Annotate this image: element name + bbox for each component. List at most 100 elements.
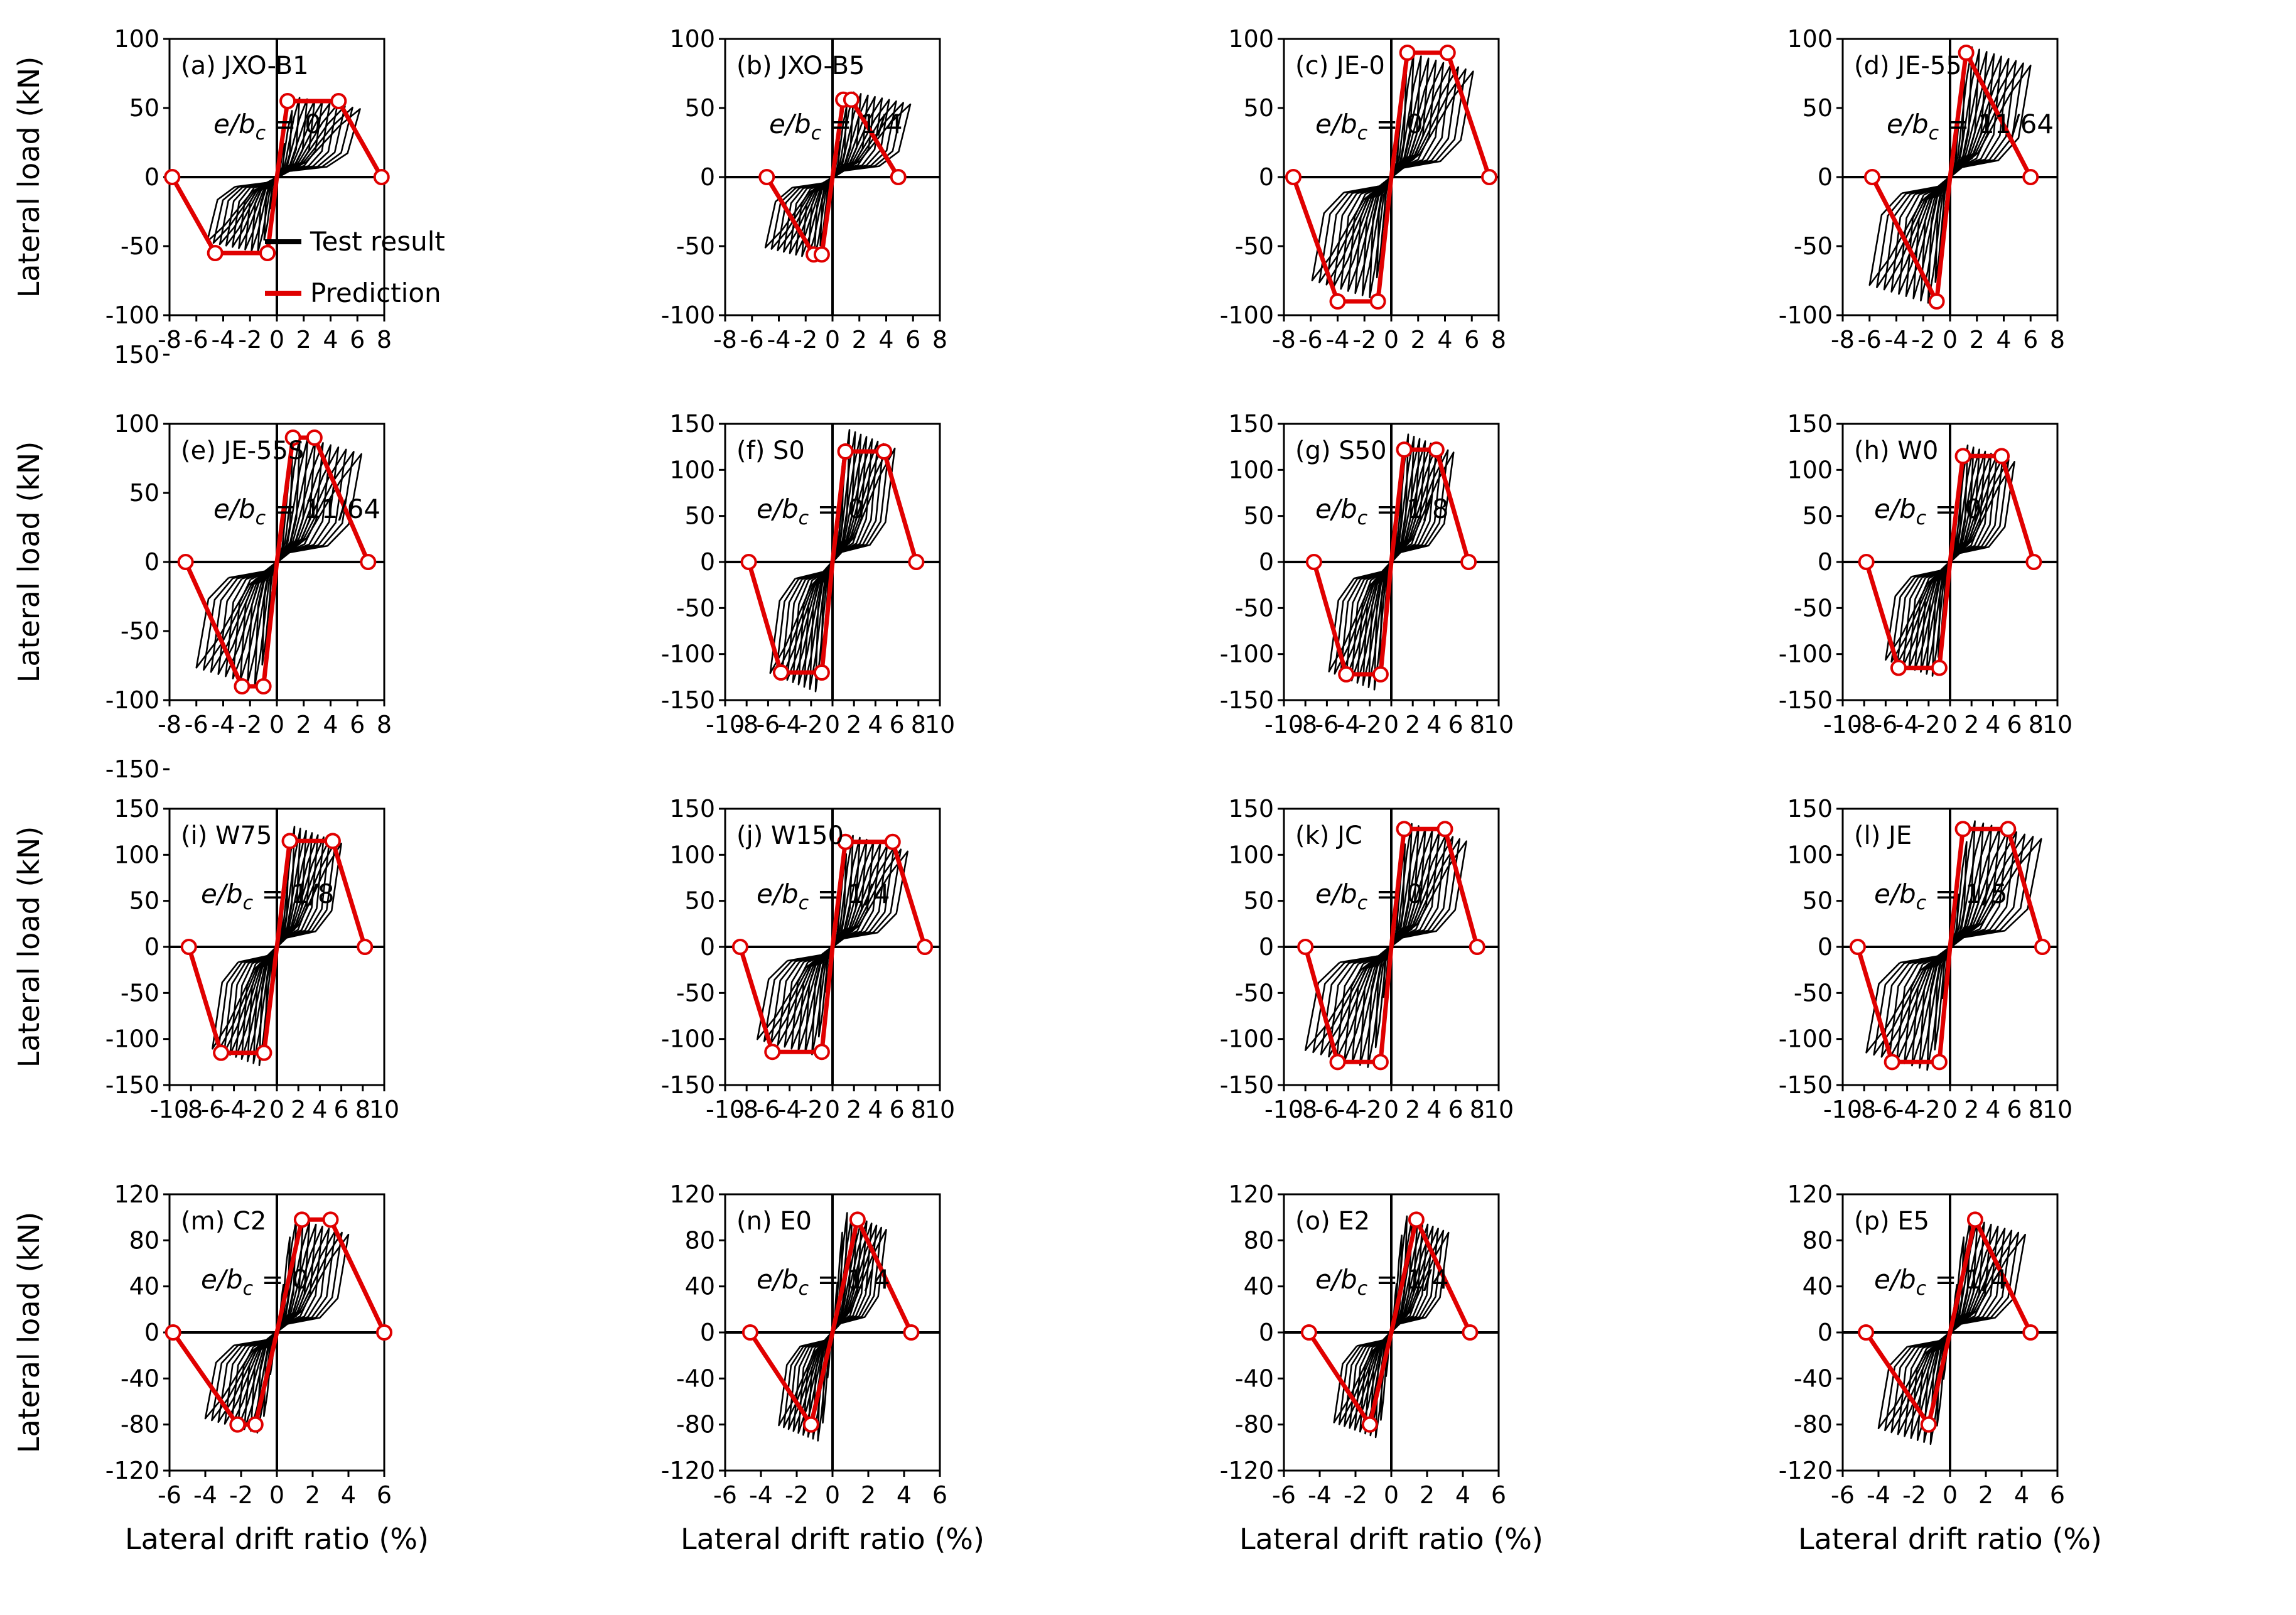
hysteresis-loop	[1877, 1233, 2026, 1429]
panel-label: (i) W75	[181, 821, 272, 850]
prediction-point	[2000, 821, 2017, 838]
prediction-point	[1436, 821, 1453, 838]
hysteresis-loop	[777, 100, 897, 252]
x-tick-label: 6	[2007, 1096, 2022, 1123]
x-tick-label: -4	[212, 711, 235, 738]
y-tick-label: 0	[700, 933, 715, 961]
hysteresis-loop	[778, 1229, 887, 1427]
x-tick-label: -6	[1858, 326, 1882, 354]
prediction-series	[740, 443, 925, 681]
y-tick-label: 100	[114, 410, 159, 438]
prediction-point	[1369, 293, 1386, 310]
prediction-point	[177, 554, 194, 570]
hysteresis-loop	[1328, 451, 1455, 672]
x-axis-label: Lateral drift ratio (%)	[681, 1522, 984, 1556]
hysteresis-loop	[1347, 60, 1437, 292]
x-tick-label: 4	[323, 711, 338, 738]
x-tick-label: 2	[1420, 1481, 1435, 1509]
x-tick-label: -2	[1911, 326, 1935, 354]
hysteresis-loop	[795, 95, 876, 256]
x-tick-label: -2	[238, 711, 262, 738]
prediction-point	[1408, 1211, 1425, 1228]
y-tick-label: 80	[129, 1226, 159, 1254]
hysteresis-loop	[797, 436, 868, 686]
y-tick-label: 0	[1818, 163, 1833, 191]
prediction-point	[293, 1211, 310, 1228]
x-tick-label: -4	[1885, 326, 1909, 354]
y-tick-label: 50	[685, 502, 715, 530]
panel-label: (h) W0	[1854, 436, 1938, 465]
x-tick-label: 8	[1470, 711, 1485, 738]
prediction-point	[1884, 1054, 1900, 1071]
x-tick-label: 4	[1996, 326, 2011, 354]
hysteresis-loop	[238, 101, 323, 249]
x-tick-label: 2	[1970, 326, 1985, 354]
x-tick-label: 4	[1985, 711, 2000, 738]
x-tick-label: 0	[269, 1096, 284, 1123]
x-tick-label: 4	[312, 1096, 327, 1123]
x-tick-label: -2	[244, 1096, 267, 1123]
hysteresis-loop	[211, 1231, 343, 1422]
y-tick-label: 0	[1818, 933, 1833, 961]
test-result-loops	[1877, 1218, 2026, 1445]
prediction-point	[813, 664, 830, 681]
hysteresis-loop	[802, 1218, 863, 1436]
x-tick-label: 8	[377, 711, 392, 738]
eccentricity-value: = 1/4	[809, 1264, 890, 1295]
prediction-point	[1396, 821, 1413, 838]
x-tick-label: -6	[1315, 711, 1339, 738]
eccentricity-subscript: c	[1916, 1278, 1927, 1300]
x-tick-label: -2	[799, 1096, 823, 1123]
prediction-series	[1300, 1211, 1479, 1433]
hysteresis-loop	[757, 850, 908, 1040]
y-tick-label: -100	[105, 686, 159, 714]
x-tick-label: -10	[1823, 1096, 1862, 1123]
legend: Test result Prediction	[265, 226, 445, 308]
y-tick-label: 0	[144, 1319, 159, 1346]
prediction-point	[255, 678, 272, 694]
test-result-loops	[1333, 1215, 1450, 1439]
x-tick-label: 2	[305, 1481, 320, 1509]
panel-label: (o) E2	[1295, 1207, 1370, 1236]
x-tick-label: -2	[238, 326, 262, 354]
hysteresis-loop	[1910, 1223, 1992, 1439]
hysteresis-loop	[1350, 442, 1432, 682]
prediction-series	[177, 429, 377, 694]
eccentricity-symbol: e/b	[769, 109, 811, 139]
hysteresis-loop	[1865, 838, 2042, 1054]
prediction-point	[843, 91, 860, 108]
y-tick-label: 0	[1259, 163, 1274, 191]
y-tick-label: -100	[1779, 301, 1833, 329]
y-tick-label: 0	[144, 163, 159, 191]
prediction-series	[1858, 1211, 2039, 1433]
test-result-loops	[1865, 820, 2042, 1071]
x-tick-label: -4	[778, 711, 802, 738]
hysteresis-loop	[777, 845, 888, 1046]
x-tick-label: 10	[1484, 711, 1514, 738]
prediction-point	[1329, 293, 1346, 310]
x-tick-label: -2	[1352, 326, 1376, 354]
y-tick-label: 0	[1259, 548, 1274, 576]
hysteresis-loop	[1897, 1228, 2006, 1435]
panel-label: (e) JE-55S	[181, 436, 304, 465]
prediction-point	[1954, 821, 1971, 838]
hysteresis-loop	[1304, 840, 1467, 1051]
x-tick-label: -8	[1831, 326, 1855, 354]
panel-label: (l) JE	[1854, 821, 1912, 850]
prediction-point	[1928, 293, 1945, 310]
prediction-line	[1864, 1217, 2033, 1427]
x-tick-label: 6	[2007, 711, 2022, 738]
eccentricity-symbol: e/b	[757, 878, 799, 909]
eccentricity-value: = 0	[1367, 109, 1423, 139]
eccentricity-value: = 0	[1367, 878, 1423, 909]
prediction-point	[1993, 448, 2010, 465]
prediction-point	[1396, 441, 1413, 458]
eccentricity-subscript: c	[1357, 1278, 1368, 1300]
y-axis-label: Lateral load (kN)	[12, 826, 46, 1068]
prediction-line	[1870, 50, 2033, 304]
x-tick-label: -2	[1902, 1481, 1926, 1509]
panel-label: (m) C2	[181, 1207, 266, 1236]
eccentricity-label: e/bc = 1/4	[1874, 1264, 2008, 1300]
